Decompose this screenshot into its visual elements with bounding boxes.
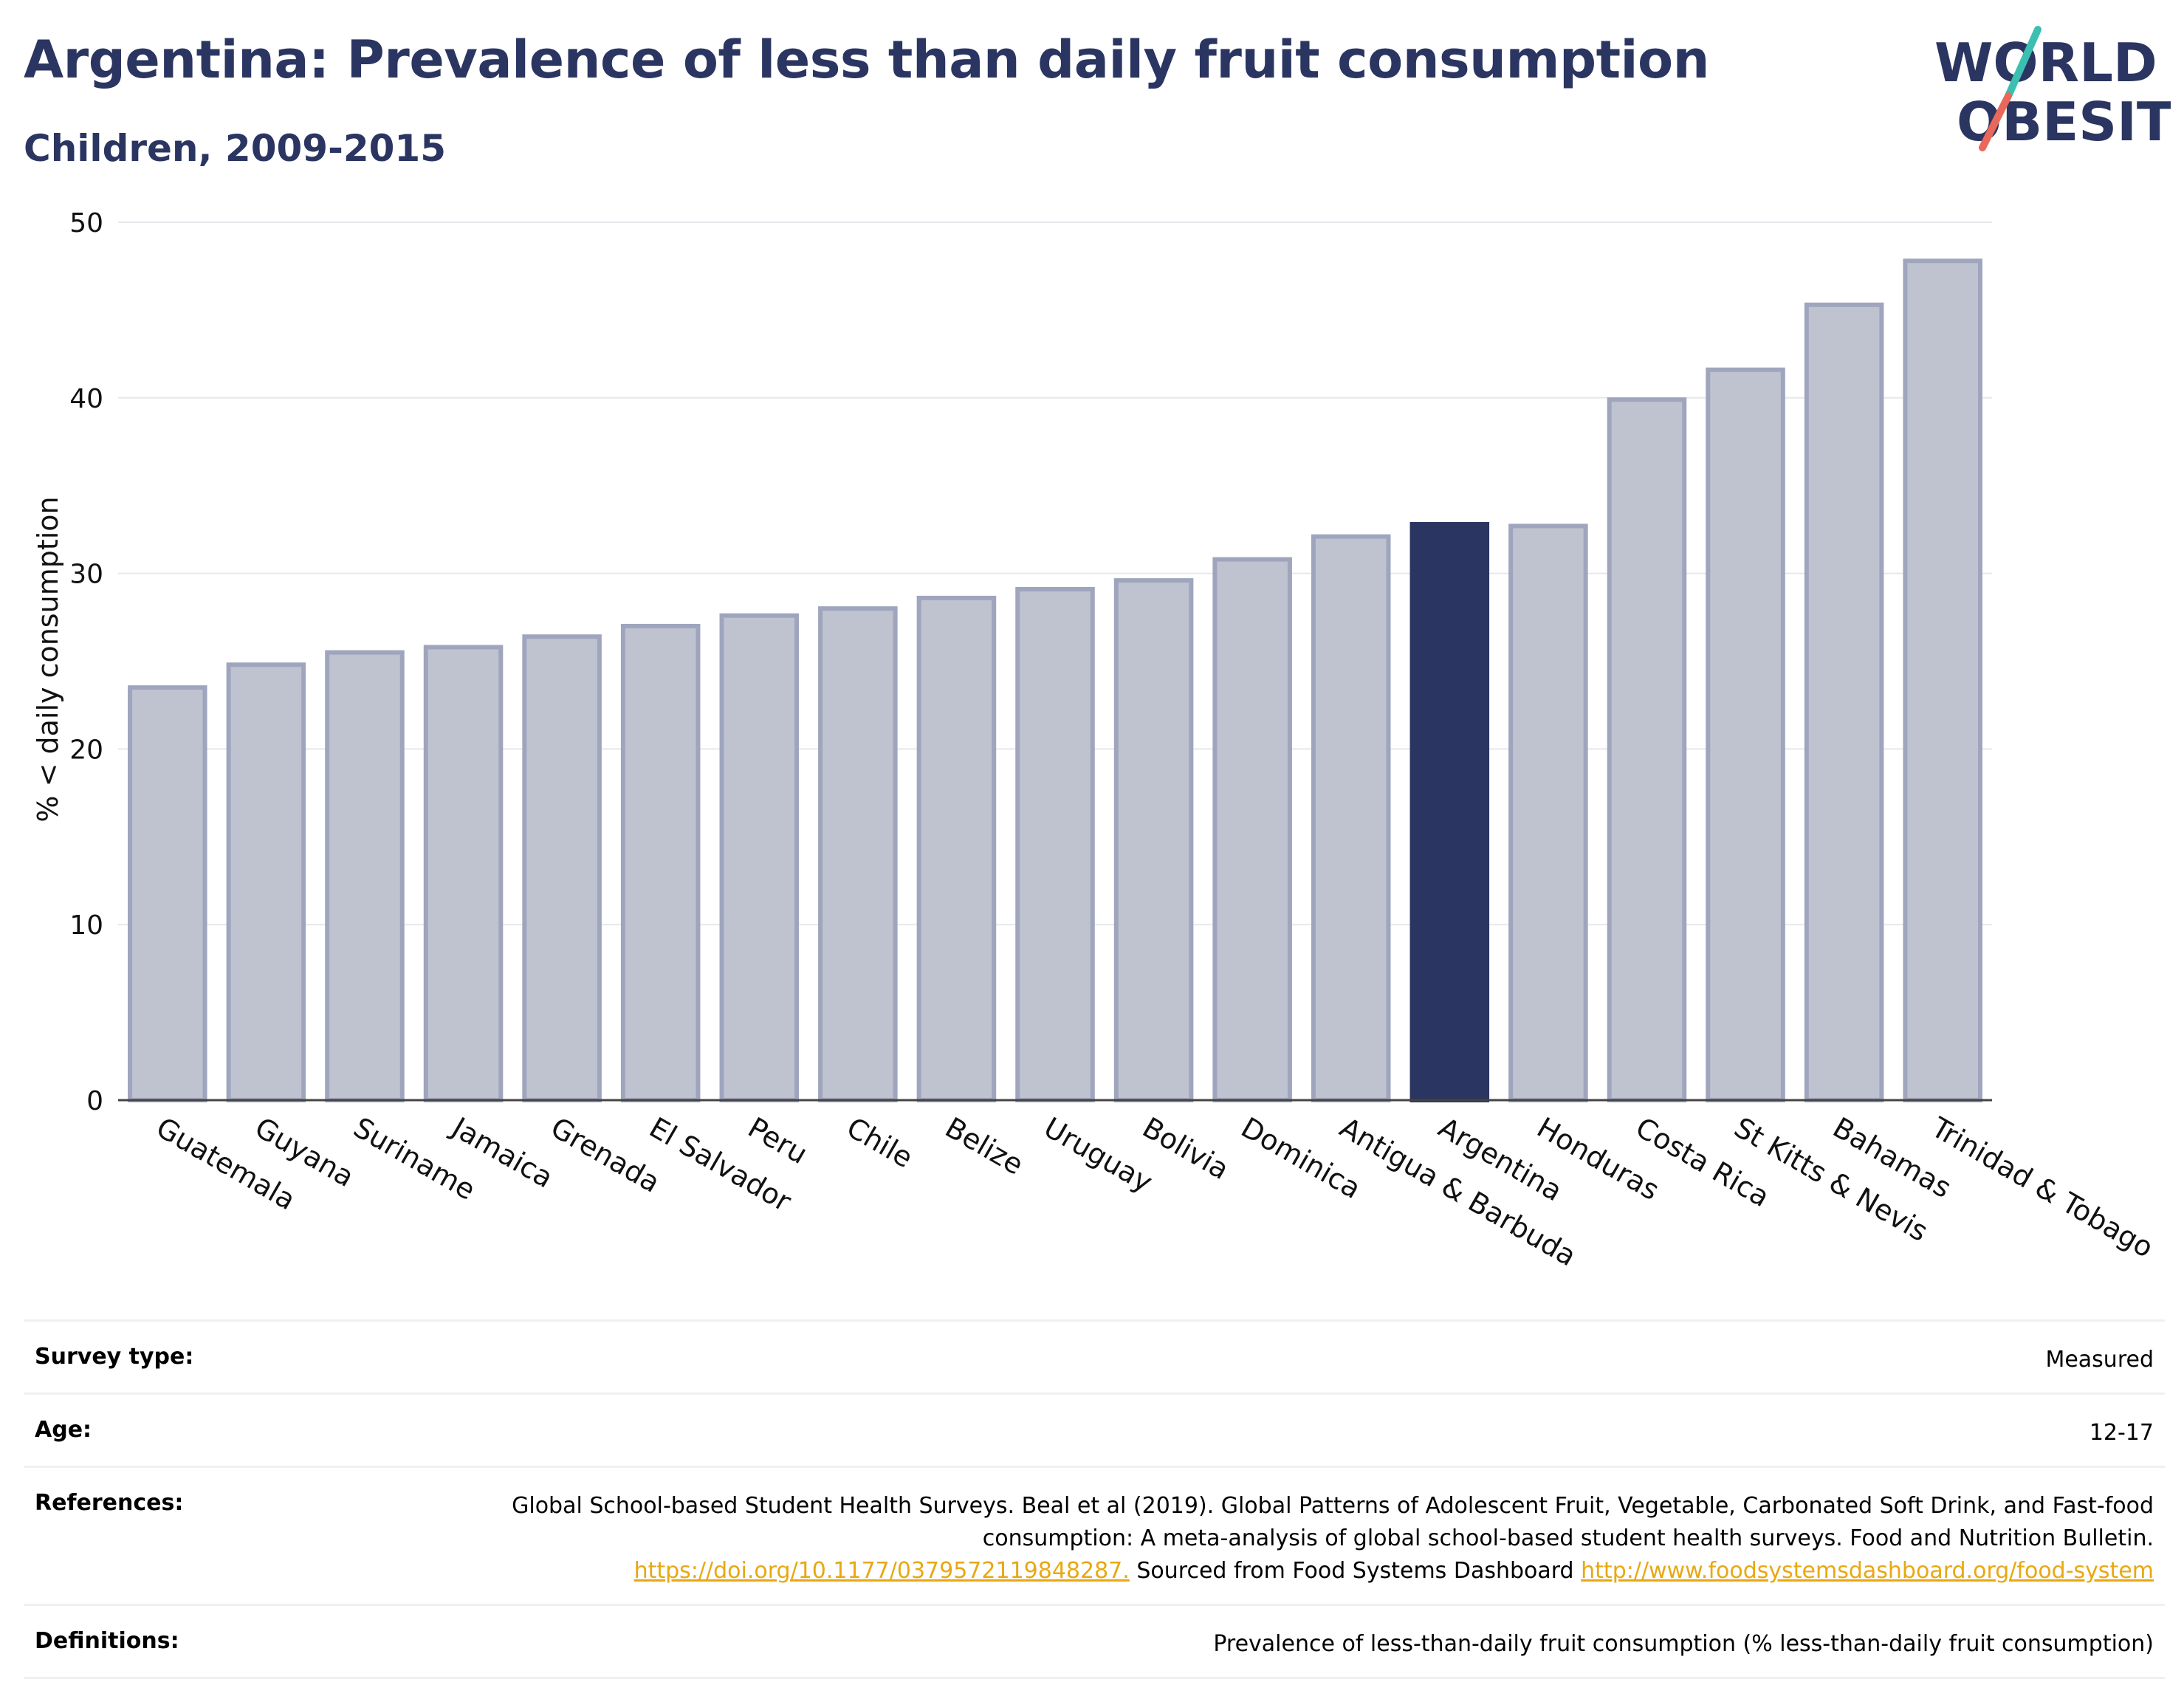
x-tick-label: Grenada: [546, 1111, 666, 1199]
bar-belize: [916, 595, 997, 1102]
references-label: References:: [35, 1490, 184, 1516]
x-tick-labels: GuatemalaGuyanaSurinameJamaicaGrenadaEl …: [151, 1110, 2159, 1273]
logo-slash-red: [1979, 92, 2012, 151]
bar-chart: 0 10 20 30 40 50 GuatemalaGuyanaSurinameJamai…: [32, 208, 2159, 1273]
logo-slash-teal: [2005, 26, 2042, 100]
bar-uruguay: [1015, 587, 1095, 1102]
chart-subtitle: Children, 2009-2015: [24, 127, 446, 170]
y-tick-label: 50: [69, 208, 103, 238]
bar-dominica: [1212, 557, 1292, 1102]
references-row: References: Global School-based Student …: [24, 1466, 2165, 1604]
bars: [128, 258, 1982, 1102]
bar-st-kitts-nevis: [1706, 367, 1785, 1102]
y-tick-label: 20: [69, 735, 103, 765]
chart-title: Argentina: Prevalence of less than daily…: [24, 30, 1709, 90]
definitions-value: Prevalence of less-than-daily fruit cons…: [1213, 1631, 2154, 1657]
bar-jamaica: [423, 645, 504, 1102]
age-label: Age:: [35, 1417, 92, 1443]
food-systems-dashboard-link[interactable]: http://www.foodsystemsdashboard.org/food…: [1581, 1558, 2154, 1584]
age-row: Age: 12-17: [24, 1393, 2165, 1466]
y-tick-label: 10: [69, 910, 103, 941]
bar-grenada: [522, 634, 602, 1102]
bar-chile: [818, 606, 898, 1102]
x-tick-label: Uruguay: [1039, 1111, 1158, 1199]
x-tick-label: Belize: [940, 1111, 1029, 1181]
y-tick-label: 0: [86, 1086, 103, 1116]
doi-link[interactable]: https://doi.org/10.1177/0379572119848287…: [633, 1558, 1130, 1584]
survey-type-value: Measured: [2045, 1347, 2154, 1373]
x-tick-label: Peru: [743, 1111, 813, 1170]
bar-antigua-barbuda: [1311, 534, 1391, 1102]
y-tick-label: 40: [69, 384, 103, 414]
bar-honduras: [1508, 523, 1588, 1102]
references-value: Global School-based Student Health Surve…: [478, 1490, 2154, 1587]
bar-bolivia: [1113, 578, 1194, 1102]
age-value: 12-17: [2089, 1420, 2154, 1446]
survey-type-row: Survey type: Measured: [24, 1319, 2165, 1393]
survey-type-label: Survey type:: [35, 1344, 194, 1370]
y-axis-label: % < daily consumption: [32, 496, 64, 822]
references-text: Global School-based Student Health Surve…: [512, 1493, 2154, 1551]
y-tick-label: 30: [69, 560, 103, 590]
world-obesity-logo: WORLD OBESITY: [1934, 26, 2171, 153]
bar-trinidad-tobago: [1903, 258, 1982, 1102]
bar-el-salvador: [620, 623, 701, 1102]
bar-costa-rica: [1607, 397, 1687, 1102]
bar-guatemala: [128, 685, 207, 1102]
bar-bahamas: [1804, 302, 1884, 1102]
x-tick-label: Chile: [841, 1111, 918, 1175]
metadata-table: Survey type: Measured Age: 12-17 Referen…: [24, 1319, 2165, 1679]
bar-peru: [719, 613, 800, 1102]
definitions-label: Definitions:: [35, 1628, 179, 1654]
logo-word-world: WORLD: [1934, 32, 2157, 94]
bar-guyana: [226, 662, 306, 1102]
x-tick-label: Trinidad & Tobago: [1926, 1110, 2159, 1264]
bar-suriname: [325, 650, 405, 1102]
y-tick-labels: 0 10 20 30 40 50: [69, 208, 103, 1116]
definitions-row: Definitions: Prevalence of less-than-dai…: [24, 1604, 2165, 1679]
references-source-text: Sourced from Food Systems Dashboard: [1136, 1558, 1574, 1584]
bar-argentina: [1409, 522, 1490, 1102]
